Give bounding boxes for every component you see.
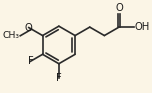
Text: O: O	[25, 23, 33, 33]
Text: O: O	[115, 3, 123, 13]
Text: F: F	[56, 73, 62, 83]
Text: F: F	[28, 56, 33, 66]
Text: CH₃: CH₃	[2, 31, 19, 40]
Text: OH: OH	[135, 22, 150, 32]
